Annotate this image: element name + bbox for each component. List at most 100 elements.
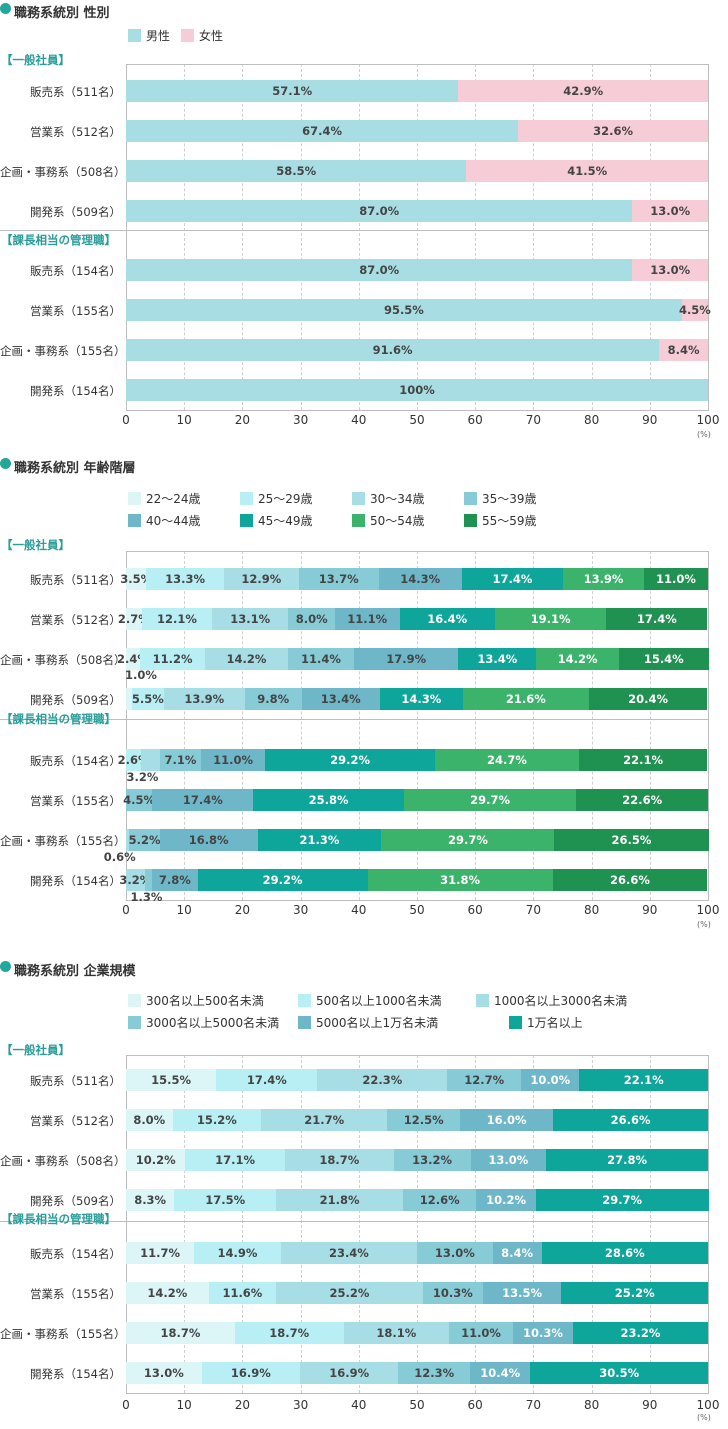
bar-segment — [513, 1322, 573, 1344]
bar-segment — [126, 829, 130, 851]
plot-frame — [126, 64, 709, 411]
legend-label: 5000名以上1万名未満 — [316, 1016, 439, 1030]
data-label: 13.9% — [583, 572, 624, 586]
data-label: 21.3% — [299, 833, 340, 847]
bar-segment — [265, 749, 436, 771]
bar-segment — [458, 80, 708, 102]
axis-tick-label: 90 — [642, 413, 658, 427]
gridline — [358, 1055, 360, 1393]
bar-segment — [381, 829, 555, 851]
bar-segment — [435, 749, 579, 771]
legend-swatch — [509, 1016, 522, 1029]
data-label: 95.5% — [383, 303, 424, 317]
data-label: 13.0% — [488, 1153, 529, 1167]
bar-segment — [174, 1189, 277, 1211]
bar-segment — [126, 1322, 235, 1344]
bar-segment — [139, 648, 206, 670]
data-label: 3.2% — [119, 873, 152, 887]
bar-segment — [530, 1362, 708, 1384]
chart-title: 職務系統別 性別 — [14, 6, 110, 21]
data-label: 8.0% — [295, 612, 328, 626]
data-label: 13.4% — [320, 692, 361, 706]
axis-tick-label: 60 — [467, 903, 483, 917]
plot-frame — [126, 1055, 709, 1394]
bar-segment — [334, 608, 400, 630]
data-label: 17.9% — [386, 652, 427, 666]
data-label: 3.2% — [126, 770, 159, 784]
data-label: 57.1% — [272, 84, 313, 98]
legend-swatch — [128, 1016, 141, 1029]
bar-segment — [126, 1282, 209, 1304]
bar-segment — [126, 869, 145, 891]
bar-segment — [460, 1109, 554, 1131]
bar-segment — [579, 1069, 708, 1091]
axis-tick-label: 90 — [642, 903, 658, 917]
data-label: 13.4% — [477, 652, 518, 666]
bar-segment — [141, 749, 160, 771]
row-label: 開発系（509名） — [30, 693, 121, 707]
gridline — [649, 551, 651, 900]
bar-segment — [367, 869, 553, 891]
group-divider — [0, 719, 708, 720]
bar-segment — [578, 749, 708, 771]
data-label: 13.0% — [143, 1366, 184, 1380]
bar-segment — [141, 608, 213, 630]
bar-segment — [172, 1109, 261, 1131]
bar-segment — [461, 568, 564, 590]
data-label: 13.5% — [502, 1286, 542, 1300]
group-divider — [0, 230, 708, 231]
bar-segment — [276, 1189, 404, 1211]
bar-segment — [659, 339, 708, 361]
data-label: 18.7% — [319, 1153, 360, 1167]
bar-segment — [126, 1149, 186, 1171]
axis-tick-label: 70 — [525, 413, 542, 427]
data-label: 10.2% — [486, 1193, 526, 1207]
bar-segment — [494, 608, 607, 630]
bar-segment — [126, 1109, 173, 1131]
bar-segment — [131, 688, 164, 710]
bar-segment — [144, 869, 153, 891]
bar-segment — [126, 1069, 217, 1091]
bar-segment — [469, 1362, 531, 1384]
data-label: 14.3% — [400, 572, 441, 586]
bar-segment — [632, 200, 708, 222]
row-label: 営業系（512名） — [30, 125, 121, 139]
data-label: 12.5% — [403, 1113, 444, 1127]
legend-item: 50～54歳 — [352, 512, 425, 529]
axis-tick-label: 60 — [467, 413, 483, 427]
data-label: 12.1% — [156, 612, 197, 626]
bar-segment — [126, 259, 633, 281]
bar-segment — [378, 568, 462, 590]
row-label: 販売系（154名） — [30, 1247, 121, 1261]
axis-unit: (%) — [697, 1413, 711, 1422]
axis-tick-label: 40 — [351, 903, 367, 917]
data-label: 87.0% — [359, 263, 400, 277]
bar-segment — [194, 1242, 281, 1264]
data-label: 31.8% — [440, 873, 481, 887]
bar-segment — [126, 568, 147, 590]
chart-title: 職務系統別 企業規模 — [14, 964, 136, 979]
data-label: 21.6% — [505, 692, 546, 706]
legend-label: 30～34歳 — [370, 492, 425, 506]
data-label: 13.0% — [434, 1246, 475, 1260]
bar-segment — [518, 120, 708, 142]
legend-label: 1000名以上3000名未満 — [494, 994, 628, 1008]
gridline — [358, 64, 360, 410]
data-label: 15.2% — [196, 1113, 237, 1127]
legend-label: 女性 — [199, 29, 224, 43]
gridline — [358, 551, 360, 900]
data-label: 27.8% — [607, 1153, 648, 1167]
gender-chart: 職務系統別 性別 男性 女性 【一般社員】 販売系（511名） 57.1% 42.9% 営業系… — [0, 0, 728, 450]
bar-segment — [618, 648, 709, 670]
data-label: 12.7% — [464, 1073, 505, 1087]
gridline — [475, 64, 477, 410]
axis-tick-label: 100 — [696, 1398, 720, 1412]
data-label: 1.3% — [130, 890, 163, 904]
data-label: 16.0% — [486, 1113, 527, 1127]
bar-segment — [253, 789, 404, 811]
row-label: 企画・事務系（155名） — [0, 344, 126, 358]
bar-segment — [398, 1362, 470, 1384]
bar-segment — [563, 568, 644, 590]
bar-segment — [387, 1109, 461, 1131]
data-label: 12.6% — [419, 1193, 460, 1207]
